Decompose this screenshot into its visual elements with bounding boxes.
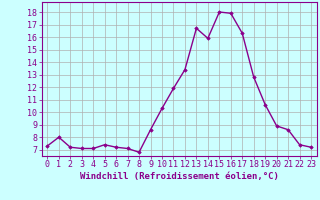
X-axis label: Windchill (Refroidissement éolien,°C): Windchill (Refroidissement éolien,°C)	[80, 172, 279, 181]
